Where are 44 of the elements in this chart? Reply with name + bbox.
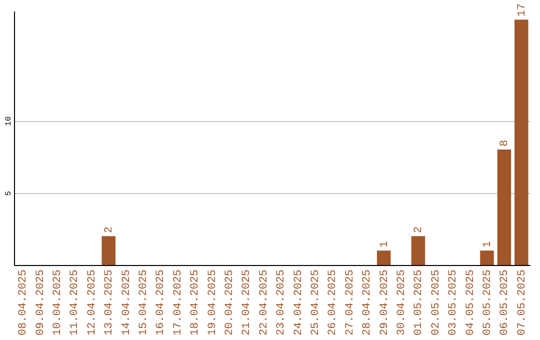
x-tick-label: 29.04.2025 (378, 270, 391, 336)
bar (497, 150, 512, 265)
x-tick-label: 30.04.2025 (396, 270, 408, 336)
bar (514, 20, 528, 265)
x-tick-label: 09.04.2025 (34, 270, 47, 336)
x-tick-label: 16.04.2025 (155, 270, 168, 336)
x-tick-label: 15.04.2025 (138, 270, 150, 336)
data-label: 8 (499, 140, 512, 147)
data-label: 2 (413, 226, 426, 234)
data-label: 17 (516, 3, 528, 17)
x-tick-label: 14.04.2025 (120, 270, 133, 336)
x-tick-label: 19.04.2025 (206, 270, 219, 336)
x-tick-label: 24.04.2025 (292, 270, 305, 336)
data-label: 1 (378, 240, 391, 248)
x-tick-label: 18.04.2025 (190, 270, 202, 336)
x-tick-label: 23.04.2025 (276, 270, 288, 336)
x-tick-label: 17.04.2025 (172, 270, 184, 336)
x-tick-label: 21.04.2025 (241, 270, 254, 336)
x-tick-label: 07.05.2025 (516, 270, 528, 336)
x-tick-label: 04.05.2025 (464, 270, 477, 336)
bar (376, 250, 391, 265)
x-tick-label: 03.05.2025 (448, 270, 460, 336)
data-label: 2 (104, 226, 116, 234)
x-tick-label: 02.05.2025 (430, 270, 442, 336)
x-tick-label: 27.04.2025 (344, 270, 356, 336)
bar (411, 236, 426, 265)
x-tick-label: 05.05.2025 (482, 270, 494, 336)
x-tick-label: 20.04.2025 (224, 270, 236, 336)
bar (102, 236, 116, 265)
x-tick-label: 25.04.2025 (310, 270, 322, 336)
x-tick-label: 01.05.2025 (413, 270, 426, 336)
x-tick-label: 22.04.2025 (258, 270, 270, 336)
x-tick-label: 12.04.2025 (86, 270, 98, 336)
x-tick-label: 08.04.2025 (18, 270, 30, 336)
y-tick-label: 5 (4, 190, 14, 196)
y-tick-label: 10 (4, 116, 14, 126)
data-label: 1 (482, 240, 494, 248)
bar (480, 250, 494, 265)
x-tick-label: 10.04.2025 (52, 270, 64, 336)
x-tick-label: 28.04.2025 (362, 270, 374, 336)
x-tick-label: 06.05.2025 (499, 270, 512, 336)
x-tick-label: 11.04.2025 (69, 270, 82, 336)
x-tick-label: 13.04.2025 (104, 270, 116, 336)
x-tick-label: 26.04.2025 (327, 270, 340, 336)
